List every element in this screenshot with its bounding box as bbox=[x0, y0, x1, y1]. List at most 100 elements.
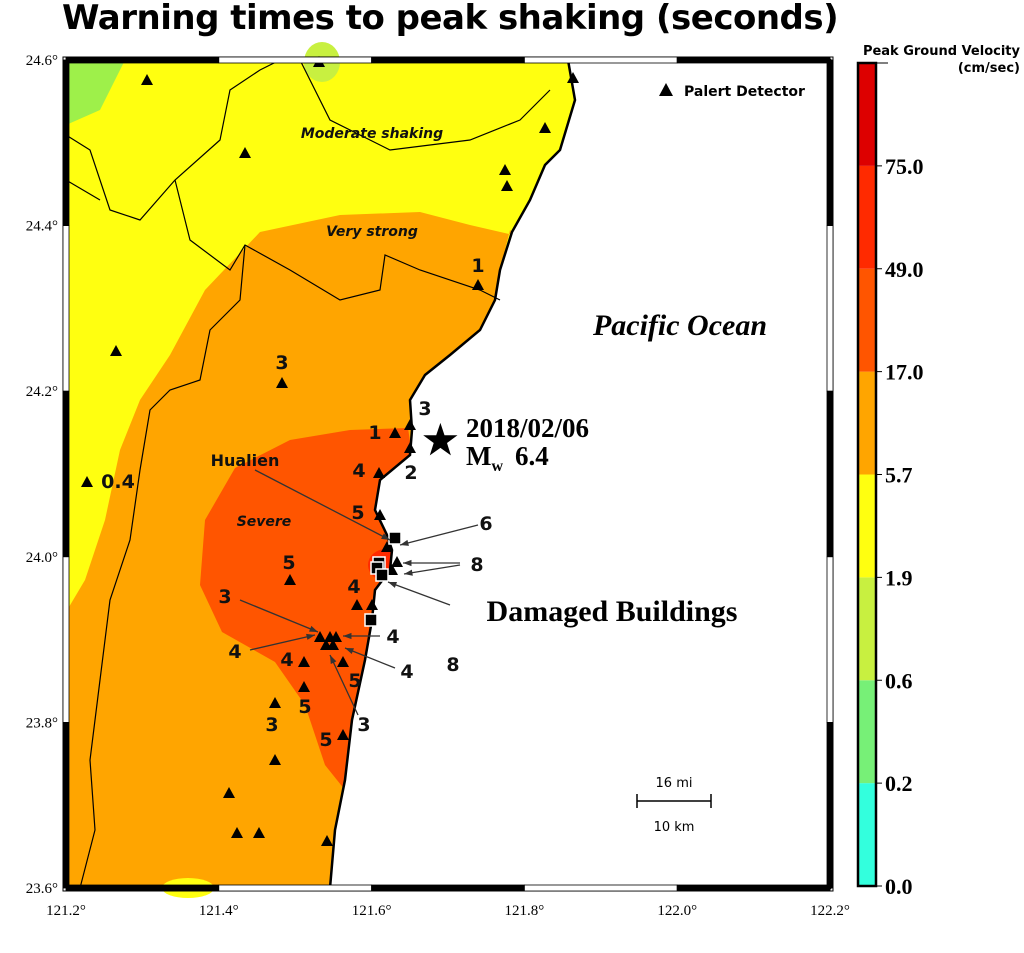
detector-triangle-icon bbox=[539, 122, 551, 133]
event-date: 2018/02/06 bbox=[466, 413, 589, 443]
colorbar-tick-label: 0.6 bbox=[885, 668, 913, 693]
magnitude-value: 6.4 bbox=[515, 441, 549, 471]
map-frame bbox=[62, 56, 834, 892]
frame-segment bbox=[524, 884, 678, 892]
detector-triangle-icon bbox=[389, 427, 401, 438]
lat-tick-label: 24.0° bbox=[26, 550, 58, 566]
lon-tick-label: 121.4° bbox=[199, 903, 239, 919]
frame-segment bbox=[62, 225, 70, 392]
annotation-arrow bbox=[239, 599, 319, 633]
scale-bottom-label: 10 km bbox=[654, 820, 695, 835]
detector-triangle-icon bbox=[374, 509, 386, 520]
arrow-head bbox=[388, 582, 397, 588]
zone-label-very-strong: Very strong bbox=[326, 224, 418, 240]
detector-triangle-icon bbox=[141, 74, 153, 85]
detector-triangle-icon bbox=[327, 639, 339, 650]
detector-triangle-icon bbox=[269, 754, 281, 765]
colorbar-tick-label: 0.0 bbox=[885, 874, 913, 899]
lon-tick-label: 121.6° bbox=[352, 903, 392, 919]
arrow-head bbox=[343, 632, 352, 640]
detector-triangle-icon bbox=[284, 574, 296, 585]
warning-time-label: 4 bbox=[228, 641, 241, 663]
colorbar-bin bbox=[858, 577, 876, 681]
colorbar-bin bbox=[858, 680, 876, 784]
colorbar-bin bbox=[858, 371, 876, 475]
annotation-arrow bbox=[254, 469, 391, 541]
damaged-buildings-label: Damaged Buildings bbox=[487, 595, 738, 628]
detector-triangle-icon bbox=[386, 564, 398, 575]
warning-time-label: 1 bbox=[368, 422, 381, 444]
colorbar-tick-label: 5.7 bbox=[885, 463, 913, 488]
map-title: Warning times to peak shaking (seconds) bbox=[62, 0, 839, 38]
city-label-hualien: Hualien bbox=[211, 451, 280, 470]
detector-triangle-icon bbox=[298, 656, 310, 667]
warning-time-label: 5 bbox=[298, 696, 311, 718]
frame-segment bbox=[826, 390, 834, 558]
colorbar-bin bbox=[858, 165, 876, 269]
annotation-arrow bbox=[249, 634, 316, 651]
scale-bar: 16 mi 10 km bbox=[636, 776, 712, 835]
detector-triangle-icon bbox=[269, 697, 281, 708]
warning-time-label: 5 bbox=[282, 552, 295, 574]
colorbar-bin bbox=[858, 268, 876, 372]
county-borders bbox=[65, 59, 551, 889]
arrow-head bbox=[330, 655, 337, 664]
detectors-layer bbox=[81, 56, 579, 846]
lat-tick-label: 24.4° bbox=[26, 219, 58, 235]
colorbar-bin bbox=[858, 474, 876, 578]
frame-segment bbox=[826, 59, 834, 227]
detector-triangle-icon bbox=[373, 467, 385, 478]
magnitude-prefix: M bbox=[466, 441, 491, 471]
frame-segment bbox=[371, 884, 525, 892]
arrow-head bbox=[345, 648, 354, 655]
colorbar-tick-label: 1.9 bbox=[885, 565, 913, 590]
scale-top-label: 16 mi bbox=[656, 776, 693, 791]
warning-time-label: 4 bbox=[386, 626, 399, 648]
arrow-head bbox=[404, 569, 413, 576]
warning-time-label: 5 bbox=[351, 502, 364, 524]
arrow-head bbox=[306, 633, 315, 640]
legend-detector-label: Palert Detector bbox=[684, 84, 805, 100]
damaged-buildings-layer bbox=[364, 531, 402, 627]
detector-triangle-icon bbox=[567, 72, 579, 83]
warning-time-label: 4 bbox=[352, 460, 365, 482]
detector-triangle-icon bbox=[337, 656, 349, 667]
colorbar-bin bbox=[858, 63, 876, 166]
colorbar: Peak Ground Velocity (cm/sec) 0.0 0.2 0.6 1… bbox=[856, 44, 1021, 899]
arrow-head bbox=[381, 533, 390, 540]
detector-triangle-icon bbox=[499, 164, 511, 175]
detector-triangle-icon bbox=[501, 180, 513, 191]
warning-time-label: 4 bbox=[400, 661, 413, 683]
lat-tick-label: 24.2° bbox=[26, 384, 58, 400]
damaged-building-marker bbox=[375, 568, 389, 582]
damaged-building-marker bbox=[388, 531, 402, 545]
frame-segment bbox=[826, 556, 834, 723]
map-axes: 121.2° 121.4° 121.6° 121.8° 122.0° 122.2° 24.6… bbox=[26, 53, 850, 919]
detector-triangle-icon bbox=[381, 541, 393, 552]
lon-tick-label: 121.8° bbox=[505, 903, 545, 919]
lat-tick-label: 24.6° bbox=[26, 53, 58, 69]
warning-time-label: 3 bbox=[275, 352, 288, 374]
zone-low bbox=[66, 60, 125, 125]
zone-label-moderate: Moderate shaking bbox=[301, 126, 443, 142]
frame-segment bbox=[371, 56, 525, 64]
magnitude-subscript: w bbox=[491, 458, 503, 475]
zone-severe bbox=[200, 428, 412, 790]
frame-segment bbox=[524, 56, 678, 64]
annotation-arrow bbox=[329, 654, 359, 716]
detector-triangle-icon bbox=[472, 279, 484, 290]
detector-triangle-icon bbox=[253, 827, 265, 838]
frame-segment bbox=[62, 390, 70, 558]
warning-time-label: 3 bbox=[357, 714, 370, 736]
detector-triangle-icon bbox=[391, 556, 403, 567]
annotation-arrow bbox=[344, 647, 396, 669]
detector-triangle-icon bbox=[314, 631, 326, 642]
damaged-building-marker bbox=[364, 613, 378, 627]
frame-segment bbox=[62, 556, 70, 723]
arrow-head bbox=[403, 559, 412, 567]
detector-triangle-icon bbox=[298, 681, 310, 692]
zone-label-severe: Severe bbox=[237, 514, 292, 530]
lon-tick-label: 122.0° bbox=[657, 903, 697, 919]
